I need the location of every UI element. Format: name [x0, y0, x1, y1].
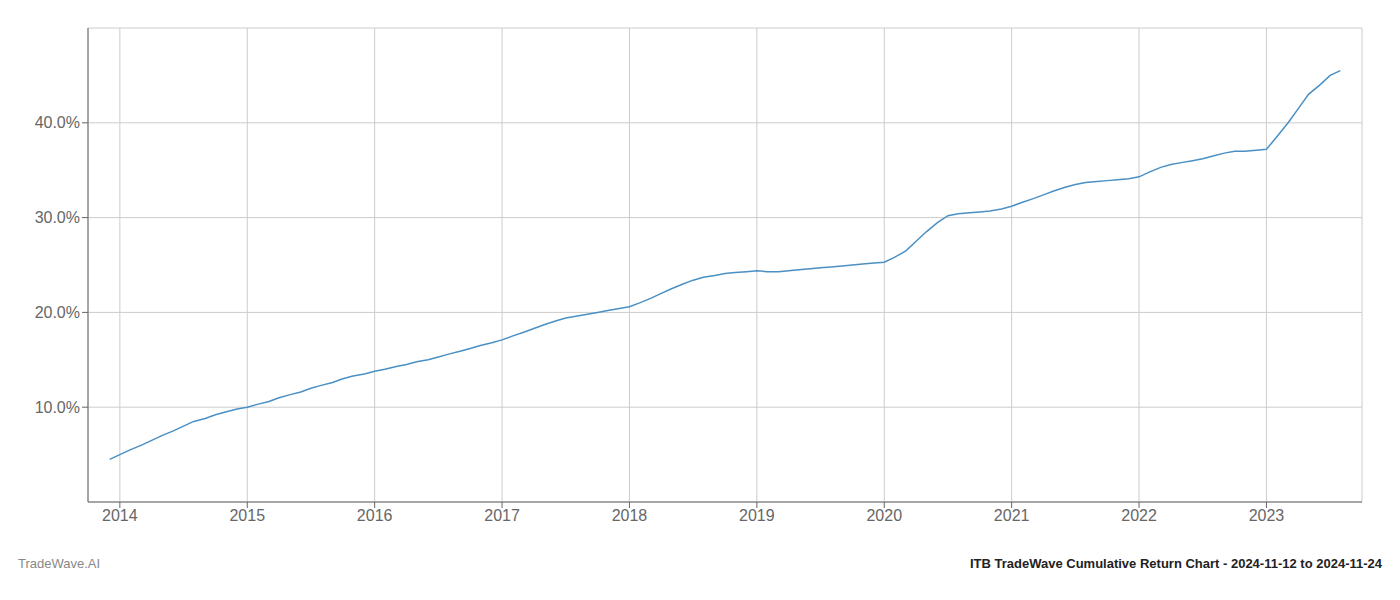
svg-text:2020: 2020 [866, 507, 902, 524]
svg-text:2015: 2015 [229, 507, 265, 524]
svg-text:30.0%: 30.0% [35, 209, 80, 226]
svg-text:2018: 2018 [612, 507, 648, 524]
svg-text:20.0%: 20.0% [35, 304, 80, 321]
svg-text:40.0%: 40.0% [35, 114, 80, 131]
svg-text:2022: 2022 [1121, 507, 1157, 524]
svg-text:2016: 2016 [357, 507, 393, 524]
svg-text:2014: 2014 [102, 507, 138, 524]
svg-text:10.0%: 10.0% [35, 399, 80, 416]
html-text:ITB TradeWave Cumulative Retur: ITB TradeWave Cumulative Return Chart - … [969, 556, 1382, 571]
svg-text:2023: 2023 [1249, 507, 1285, 524]
html-text:TradeWave.AI: TradeWave.AI [18, 556, 101, 571]
svg-text:2017: 2017 [484, 507, 520, 524]
svg-text:2019: 2019 [739, 507, 775, 524]
svg-text:2021: 2021 [994, 507, 1030, 524]
